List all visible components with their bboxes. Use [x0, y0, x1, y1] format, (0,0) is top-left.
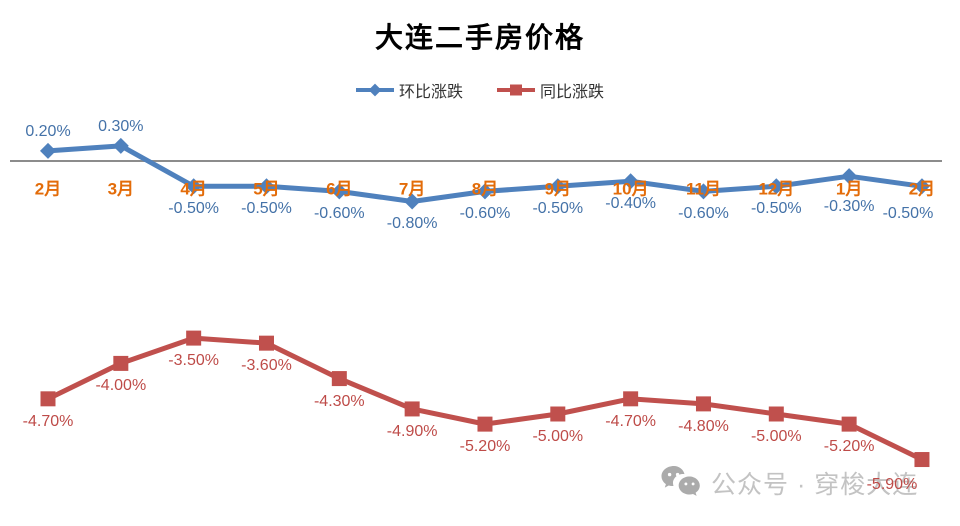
data-point-marker — [550, 406, 566, 422]
data-point-marker — [695, 183, 712, 200]
legend-item-yoy: 同比涨跌 — [497, 78, 604, 102]
data-point-marker — [258, 178, 275, 195]
square-marker-icon — [510, 84, 522, 96]
line-sample-icon — [355, 83, 394, 97]
data-point-marker — [914, 452, 930, 468]
legend-label-mom: 环比涨跌 — [398, 84, 463, 101]
data-point-marker — [695, 396, 711, 412]
data-point-marker — [331, 371, 347, 387]
data-point-marker — [404, 193, 421, 210]
data-point-marker — [186, 330, 202, 346]
data-point-marker — [476, 183, 493, 200]
data-point-marker — [112, 137, 129, 154]
data-point-marker — [768, 406, 784, 422]
data-point-marker — [622, 173, 639, 190]
legend-item-mom: 环比涨跌 — [355, 78, 463, 102]
data-point-marker — [113, 355, 129, 371]
data-point-marker — [40, 391, 56, 407]
data-point-marker — [258, 335, 274, 351]
data-point-marker — [549, 178, 566, 195]
data-point-marker — [185, 178, 202, 195]
wechat-icon — [661, 466, 700, 496]
line-sample-icon — [497, 84, 535, 96]
watermark: 公众号 · 穿梭大连 — [660, 464, 918, 502]
legend-label-yoy: 同比涨跌 — [540, 84, 605, 101]
chart-title: 大连二手房价格 — [374, 22, 585, 53]
data-point-marker — [623, 391, 639, 407]
data-point-marker — [477, 416, 493, 432]
data-point-marker — [768, 178, 785, 195]
data-point-marker — [913, 178, 930, 195]
chart-legend: 环比涨跌 同比涨跌 — [0, 78, 960, 102]
data-point-marker — [331, 183, 348, 200]
watermark-text: 公众号 · 穿梭大连 — [711, 471, 919, 499]
data-point-marker — [404, 401, 420, 417]
data-point-marker — [841, 168, 858, 185]
data-point-marker — [841, 416, 857, 432]
series-line-同比涨跌 — [46, 335, 924, 462]
data-point-marker — [40, 142, 56, 159]
